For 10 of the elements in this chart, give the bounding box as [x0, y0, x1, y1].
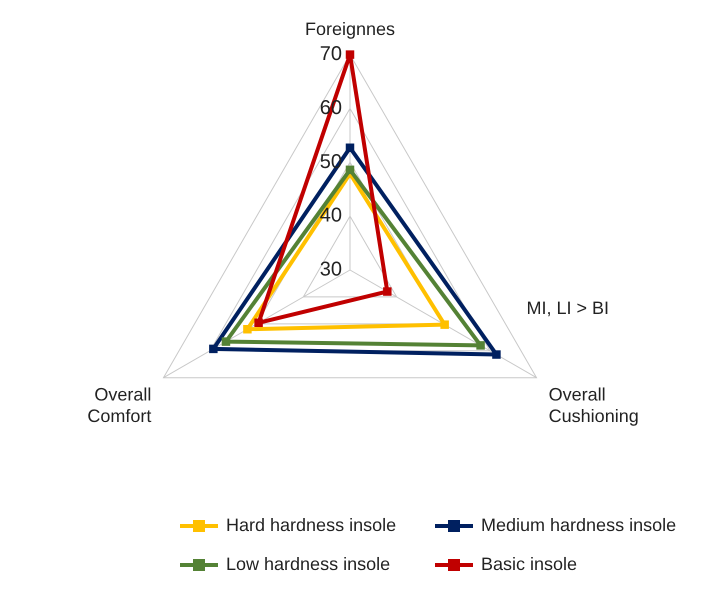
legend-label: Low hardness insole: [226, 554, 390, 575]
spoke-label: Overall Cushioning: [548, 384, 639, 426]
spoke-label: Foreignnes: [304, 18, 396, 39]
legend-label: Hard hardness insole: [226, 515, 396, 536]
legend-label: Medium hardness insole: [481, 515, 676, 536]
spoke-label: Overall Comfort: [87, 384, 152, 426]
legend-label: Basic insole: [481, 554, 578, 575]
y-tick-label: 70: [320, 43, 342, 66]
text: MI, LI > BI: [526, 298, 610, 319]
y-tick-label: 30: [320, 258, 342, 281]
